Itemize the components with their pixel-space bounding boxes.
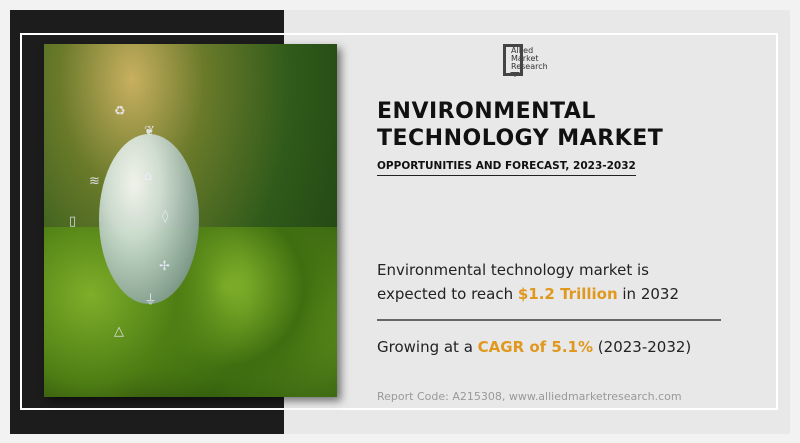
cagr-statement: Growing at a CAGR of 5.1% (2023-2032)	[377, 338, 691, 356]
recycle-icon: ♻	[114, 104, 126, 119]
leaf-icon: ❦	[144, 124, 155, 139]
cagr-value: CAGR of 5.1%	[477, 338, 594, 356]
page-title: ENVIRONMENTAL TECHNOLOGY MARKET	[377, 98, 663, 152]
logo-mark-icon	[503, 44, 523, 77]
statement-text: (2023-2032)	[593, 338, 692, 356]
allied-market-research-logo: Allied Market Research	[503, 44, 548, 77]
wind-icon: ≋	[89, 174, 100, 189]
hero-image-globe-on-moss: ≋ ♻ ❦ ⌂ ◊ ▯ ✢ ⏚ △	[44, 44, 337, 397]
statement-text: Environmental technology market is expec…	[377, 261, 649, 303]
plug-icon: ⏚	[144, 293, 158, 308]
divider	[377, 319, 721, 321]
statement-text: in 2032	[617, 285, 680, 303]
market-size-statement: Environmental technology market is expec…	[377, 258, 707, 306]
subtitle: OPPORTUNITIES AND FORECAST, 2023-2032	[377, 160, 636, 176]
water-drop-icon: ◊	[162, 209, 169, 224]
white-frame	[20, 33, 778, 410]
wind-turbine-icon: ✢	[159, 259, 170, 274]
statement-text: Growing at a	[377, 338, 478, 356]
logo-word: Market	[511, 54, 539, 63]
title-line-2: TECHNOLOGY MARKET	[377, 126, 664, 151]
home-icon: ⌂	[144, 169, 153, 184]
logo-word: Research	[511, 62, 548, 71]
recycle-arrows-icon: △	[114, 324, 124, 339]
market-size-value: $1.2 Trillion	[517, 285, 618, 303]
battery-icon: ▯	[69, 214, 77, 229]
title-line-1: ENVIRONMENTAL	[377, 99, 596, 124]
glass-globe-illustration	[99, 134, 199, 304]
report-code-footer: Report Code: A215308, www.alliedmarketre…	[377, 390, 682, 403]
